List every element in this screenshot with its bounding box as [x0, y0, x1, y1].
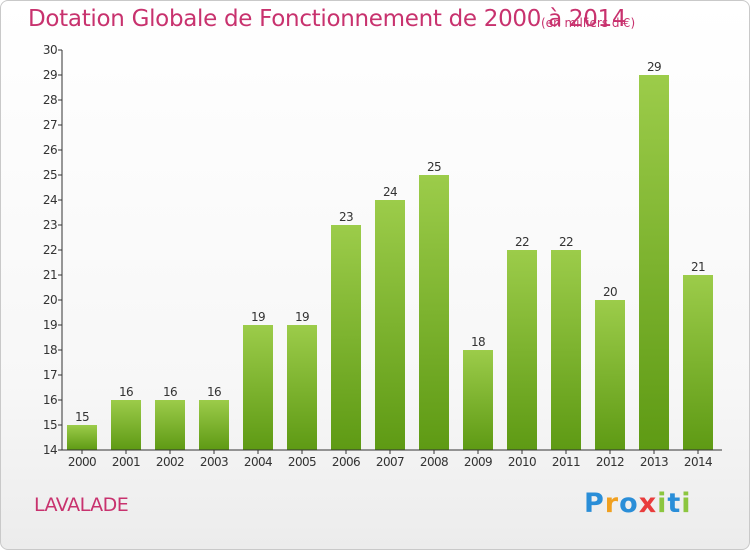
y-tick-label: 26 — [43, 143, 57, 157]
data-label-2006: 23 — [339, 210, 353, 224]
y-tick-label: 15 — [43, 418, 57, 432]
data-label-2000: 15 — [75, 410, 89, 424]
y-tick-label: 30 — [43, 43, 57, 57]
data-label-2007: 24 — [383, 185, 397, 199]
bar-2006 — [331, 225, 361, 450]
data-label-2004: 19 — [251, 310, 265, 324]
data-label-2011: 22 — [559, 235, 573, 249]
bar-2005 — [287, 325, 317, 450]
bar-2011 — [551, 250, 581, 450]
x-tick-label-2014: 2014 — [684, 455, 712, 469]
x-tick-label-2013: 2013 — [640, 455, 668, 469]
x-tick-label-2003: 2003 — [200, 455, 228, 469]
bar-2010 — [507, 250, 537, 450]
x-tick-label-2008: 2008 — [420, 455, 448, 469]
y-tick-label: 16 — [43, 393, 57, 407]
x-tick-label-2010: 2010 — [508, 455, 536, 469]
y-tick-label: 18 — [43, 343, 57, 357]
data-label-2013: 29 — [647, 60, 661, 74]
x-tick-label-2011: 2011 — [552, 455, 580, 469]
y-tick-label: 19 — [43, 318, 57, 332]
y-tick-label: 17 — [43, 368, 57, 382]
y-tick-label: 22 — [43, 243, 57, 257]
y-tick-label: 25 — [43, 168, 57, 182]
bar-2002 — [155, 400, 185, 450]
x-tick-label-2006: 2006 — [332, 455, 360, 469]
data-label-2009: 18 — [471, 335, 485, 349]
chart-title: Dotation Globale de Fonctionnement de 20… — [28, 6, 627, 32]
bar-2014 — [683, 275, 713, 450]
data-label-2001: 16 — [119, 385, 133, 399]
x-tick-label-2005: 2005 — [288, 455, 316, 469]
data-label-2005: 19 — [295, 310, 309, 324]
bar-2008 — [419, 175, 449, 450]
bar-2012 — [595, 300, 625, 450]
bar-2013 — [639, 75, 669, 450]
proxiti-logo: Proxiti — [584, 488, 692, 519]
bar-2003 — [199, 400, 229, 450]
y-tick-label: 28 — [43, 93, 57, 107]
bar-2000 — [67, 425, 97, 450]
y-tick-label: 20 — [43, 293, 57, 307]
x-tick-label-2004: 2004 — [244, 455, 272, 469]
x-axis: 2000 2001 2002 2003 2004 2005 2006 2007 2008 2009… — [62, 449, 722, 469]
data-label-2014: 21 — [691, 260, 705, 274]
y-tick-label: 24 — [43, 193, 57, 207]
y-tick-label: 14 — [43, 443, 57, 457]
bar-2007 — [375, 200, 405, 450]
bars: 15 16 16 16 19 19 23 24 25 18 22 22 20 29 21 — [67, 60, 713, 450]
data-label-2002: 16 — [163, 385, 177, 399]
y-tick-label: 23 — [43, 218, 57, 232]
x-tick-label-2012: 2012 — [596, 455, 624, 469]
y-tick-label: 29 — [43, 68, 57, 82]
x-tick-label-2000: 2000 — [68, 455, 96, 469]
data-label-2012: 20 — [603, 285, 617, 299]
bar-2001 — [111, 400, 141, 450]
x-tick-label-2002: 2002 — [156, 455, 184, 469]
data-label-2008: 25 — [427, 160, 441, 174]
y-axis: 14 15 16 17 18 19 20 21 22 23 24 25 26 27 28 29 30 — [43, 43, 63, 457]
x-tick-label-2001: 2001 — [112, 455, 140, 469]
data-label-2003: 16 — [207, 385, 221, 399]
location-name: LAVALADE — [34, 494, 129, 516]
x-tick-label-2007: 2007 — [376, 455, 404, 469]
chart-subtitle: (en milliers d'€) — [541, 16, 636, 30]
y-tick-label: 27 — [43, 118, 57, 132]
data-label-2010: 22 — [515, 235, 529, 249]
bar-2004 — [243, 325, 273, 450]
bar-2009 — [463, 350, 493, 450]
y-tick-label: 21 — [43, 268, 57, 282]
x-tick-label-2009: 2009 — [464, 455, 492, 469]
